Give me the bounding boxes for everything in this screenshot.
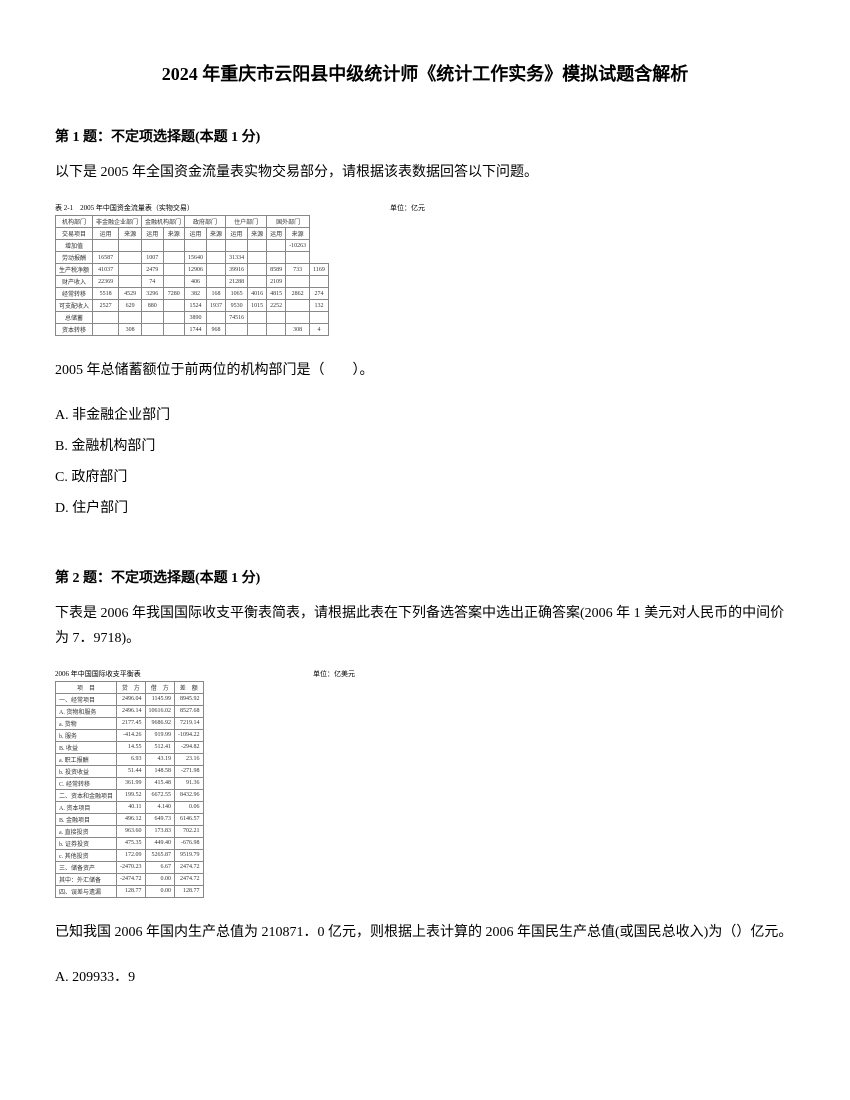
q2-table: 项 目贷 方借 方差 额一、经常项目2496.041145.998945.92A…	[55, 681, 204, 898]
q2-stem: 已知我国 2006 年国内生产总值为 210871．0 亿元，则根据上表计算的 …	[55, 920, 795, 945]
q1-options: A. 非金融企业部门 B. 金融机构部门 C. 政府部门 D. 住户部门	[55, 401, 795, 524]
q1-stem: 2005 年总储蓄额位于前两位的机构部门是（ ）。	[55, 358, 795, 383]
q1-intro: 以下是 2005 年全国资金流量表实物交易部分，请根据该表数据回答以下问题。	[55, 160, 795, 185]
q1-option-b: B. 金融机构部门	[55, 432, 795, 463]
q2-table-unit: 单位：亿美元	[313, 669, 355, 679]
q1-option-a: A. 非金融企业部门	[55, 401, 795, 432]
q2-intro: 下表是 2006 年我国国际收支平衡表简表，请根据此表在下列备选答案中选出正确答…	[55, 601, 795, 651]
page-title: 2024 年重庆市云阳县中级统计师《统计工作实务》模拟试题含解析	[55, 60, 795, 86]
q1-table-unit: 单位：亿元	[390, 203, 425, 213]
q1-header: 第 1 题：不定项选择题(本题 1 分)	[55, 126, 795, 146]
q2-header: 第 2 题：不定项选择题(本题 1 分)	[55, 567, 795, 587]
q2-options: A. 209933．9	[55, 963, 795, 994]
q2-table-caption: 2006 年中国国际收支平衡表	[55, 669, 141, 679]
q1-table: 机构部门非金融企业部门金融机构部门政府部门住户部门国外部门交易项目运用来源运用来…	[55, 215, 329, 336]
q1-table-container: 表 2-1 2005 年中国资金流量表（实物交易） 单位：亿元 机构部门非金融企…	[55, 203, 425, 336]
q1-option-d: D. 住户部门	[55, 494, 795, 525]
q2-option-a: A. 209933．9	[55, 963, 795, 994]
q2-table-container: 2006 年中国国际收支平衡表 单位：亿美元 项 目贷 方借 方差 额一、经常项…	[55, 669, 355, 898]
q1-option-c: C. 政府部门	[55, 463, 795, 494]
q1-table-caption: 表 2-1 2005 年中国资金流量表（实物交易）	[55, 203, 194, 213]
